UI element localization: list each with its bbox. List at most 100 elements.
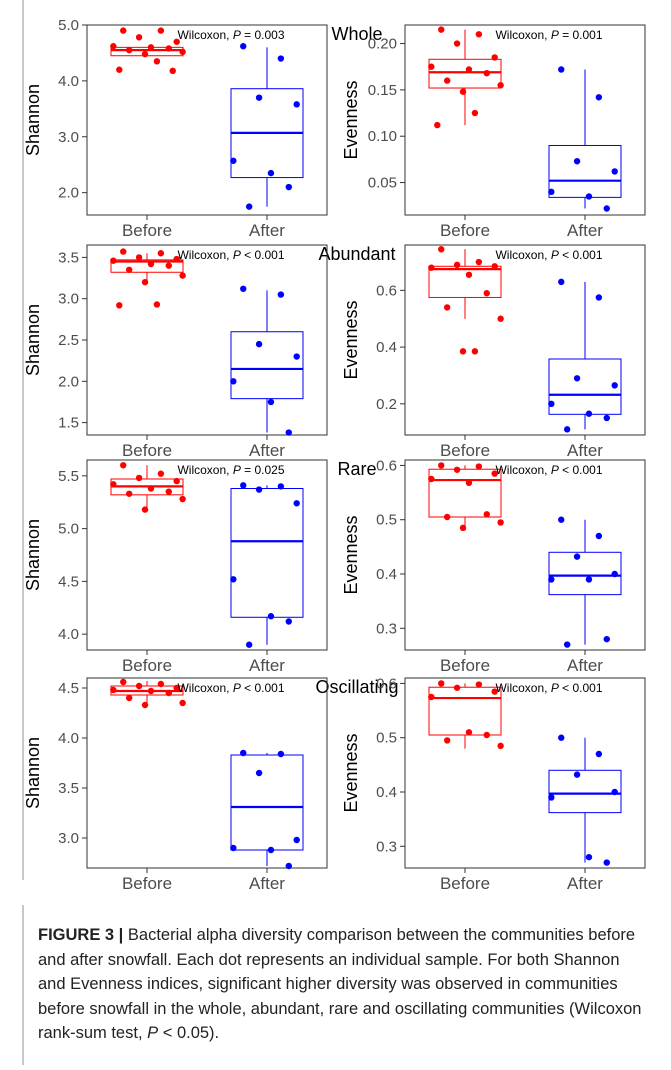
data-point-before (438, 680, 445, 687)
data-point-before (443, 77, 451, 84)
data-point-after (255, 769, 263, 777)
data-point-before (179, 699, 186, 707)
panel-rare-evenness: 0.3 0.4 0.5 0.6 Evenness Before After Wilcoxon,… (341, 457, 646, 675)
data-point-before (438, 462, 445, 469)
data-point-before (497, 82, 504, 89)
wilcoxon-annotation: Wilcoxon, P = 0.001 (495, 28, 602, 42)
data-point-after (548, 400, 555, 408)
y-axis-label: Evenness (341, 515, 361, 594)
y-axis-label: Evenness (341, 80, 361, 159)
data-point-after (558, 66, 565, 73)
box-iqr (548, 551, 622, 596)
x-tick-label: After (567, 441, 603, 460)
box-iqr (230, 754, 304, 851)
y-tick-label: 2.0 (58, 185, 79, 202)
y-tick-label: 0.6 (376, 675, 397, 692)
box-after (230, 485, 304, 645)
box-before (428, 465, 502, 531)
data-point-after (267, 398, 275, 406)
data-point-before (153, 301, 161, 308)
data-point-before (141, 278, 149, 286)
data-point-before (491, 263, 498, 270)
data-point-after (585, 576, 593, 583)
data-point-after (585, 193, 593, 200)
y-tick-label: 0.10 (368, 128, 397, 145)
data-point-before (459, 524, 467, 532)
data-point-after (595, 750, 603, 758)
box-iqr (428, 686, 502, 736)
box-after (548, 519, 622, 645)
data-point-before (165, 488, 172, 495)
data-point-before (465, 479, 473, 486)
data-point-after (285, 618, 292, 625)
boxplot-figure: Whole Abundant Rare Oscillating 2.0 3.0 4.0 5.0… (23, 17, 646, 893)
y-tick-label: 0.4 (376, 566, 397, 583)
panel-border (86, 24, 328, 216)
data-point-after (611, 382, 618, 389)
data-point-before (497, 519, 504, 526)
data-point-before (165, 262, 172, 269)
data-point-before (153, 58, 161, 65)
data-point-before (135, 682, 143, 690)
panel-abundant-evenness: 0.2 0.4 0.6 Evenness Before After Wilcoxon, P … (341, 244, 646, 460)
data-point-before (453, 261, 461, 269)
data-point-after (293, 500, 300, 507)
data-point-before (438, 26, 445, 33)
data-point-before (173, 684, 180, 692)
data-point-before (157, 250, 165, 257)
data-point-after (240, 285, 247, 292)
data-point-after (255, 94, 263, 101)
data-point-before (157, 27, 165, 34)
data-point-before (135, 474, 143, 482)
data-point-after (611, 168, 618, 175)
data-point-before (497, 742, 504, 750)
box-after (230, 47, 304, 207)
caption-p-symbol: P (147, 1024, 159, 1042)
box-iqr (428, 58, 502, 89)
data-point-before (120, 248, 127, 255)
y-tick-label: 0.5 (376, 730, 397, 747)
data-point-before (135, 254, 143, 261)
y-tick-label: 0.05 (368, 175, 397, 192)
wilcoxon-annotation: Wilcoxon, P < 0.001 (495, 463, 602, 477)
row-title: Whole (331, 24, 382, 44)
data-point-after (230, 378, 237, 385)
data-point-after (585, 853, 593, 861)
figure-frame-line (22, 0, 24, 880)
x-tick-label: Before (122, 656, 172, 675)
row-title: Oscillating (315, 677, 398, 697)
panel-border (404, 677, 646, 869)
data-point-before (179, 48, 186, 56)
data-point-before (157, 680, 165, 688)
y-axis-label: Shannon (23, 304, 43, 376)
data-point-before (157, 470, 165, 477)
data-point-before (497, 315, 504, 322)
data-point-before (465, 729, 473, 736)
y-tick-label: 4.0 (58, 626, 79, 643)
data-point-before (141, 701, 149, 709)
y-tick-label: 0.2 (376, 396, 397, 413)
panel-border (404, 459, 646, 651)
data-point-before (125, 266, 133, 273)
data-point-before (147, 485, 155, 492)
box-iqr (230, 488, 304, 618)
y-tick-label: 0.3 (376, 838, 397, 855)
x-tick-label: Before (122, 221, 172, 240)
data-point-before (475, 463, 483, 470)
data-point-after (240, 482, 247, 489)
y-tick-label: 4.0 (58, 730, 79, 747)
wilcoxon-annotation: Wilcoxon, P < 0.001 (495, 248, 602, 262)
data-point-before (483, 290, 490, 297)
box-after (548, 69, 622, 209)
box-iqr (548, 358, 622, 415)
caption-frame (22, 905, 654, 1065)
data-point-after (277, 55, 285, 62)
x-tick-label: Before (440, 221, 490, 240)
data-point-after (563, 641, 571, 648)
data-point-before (471, 109, 479, 117)
y-tick-label: 3.5 (58, 780, 79, 797)
box-after (230, 290, 304, 433)
box-iqr (428, 265, 502, 298)
y-tick-label: 3.0 (58, 291, 79, 308)
x-tick-label: After (567, 221, 603, 240)
